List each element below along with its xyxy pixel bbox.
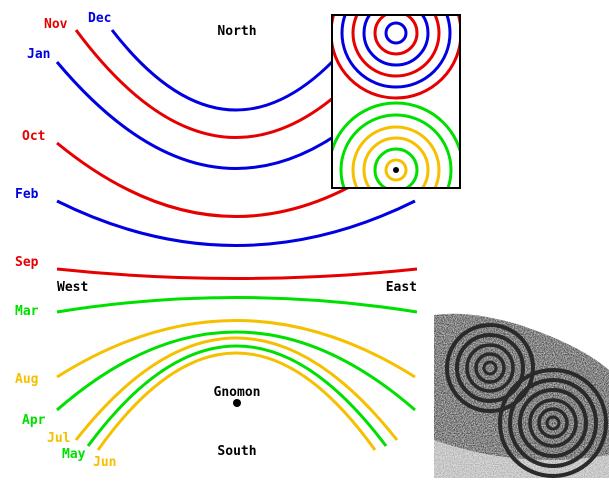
label-west: West [57, 280, 88, 295]
month-label-nov: Nov [44, 17, 68, 32]
petroglyph-image [433, 310, 609, 478]
inset-gnomon-dot [393, 167, 399, 173]
label-gnomon: Gnomon [214, 385, 261, 400]
ring [332, 101, 460, 188]
curve-aug [56, 319, 416, 379]
ring [373, 147, 419, 188]
curve-jul [74, 336, 399, 441]
month-label-jul: Jul [47, 431, 70, 446]
ring [351, 125, 441, 188]
label-north: North [217, 24, 256, 39]
label-south: South [217, 444, 256, 459]
month-label-apr: Apr [22, 413, 46, 428]
curve-sep [56, 267, 418, 280]
curve-may [86, 344, 388, 447]
curve-mar [56, 296, 418, 314]
month-label-dec: Dec [88, 11, 111, 26]
month-label-feb: Feb [15, 187, 39, 202]
month-label-jun: Jun [93, 455, 116, 470]
curve-apr [56, 330, 416, 412]
month-label-sep: Sep [15, 255, 39, 270]
month-label-may: May [62, 447, 86, 462]
ring [362, 136, 430, 188]
month-label-aug: Aug [15, 372, 38, 387]
month-label-mar: Mar [15, 304, 39, 319]
month-label-oct: Oct [22, 129, 45, 144]
month-label-jan: Jan [27, 47, 50, 62]
ring [332, 15, 460, 100]
ring [340, 15, 452, 89]
curve-dec [110, 29, 362, 112]
ring [339, 113, 453, 188]
day-path-curves [55, 29, 418, 451]
ring [373, 15, 419, 56]
inset-rings-box [331, 14, 461, 189]
inset-frame [331, 14, 461, 189]
ring [351, 15, 441, 78]
gnomon-dot [233, 399, 241, 407]
curve-feb [56, 199, 416, 247]
ring [384, 21, 408, 45]
ring [384, 158, 408, 182]
label-east: East [386, 280, 417, 295]
curve-jun [96, 351, 377, 451]
ring [362, 15, 430, 67]
